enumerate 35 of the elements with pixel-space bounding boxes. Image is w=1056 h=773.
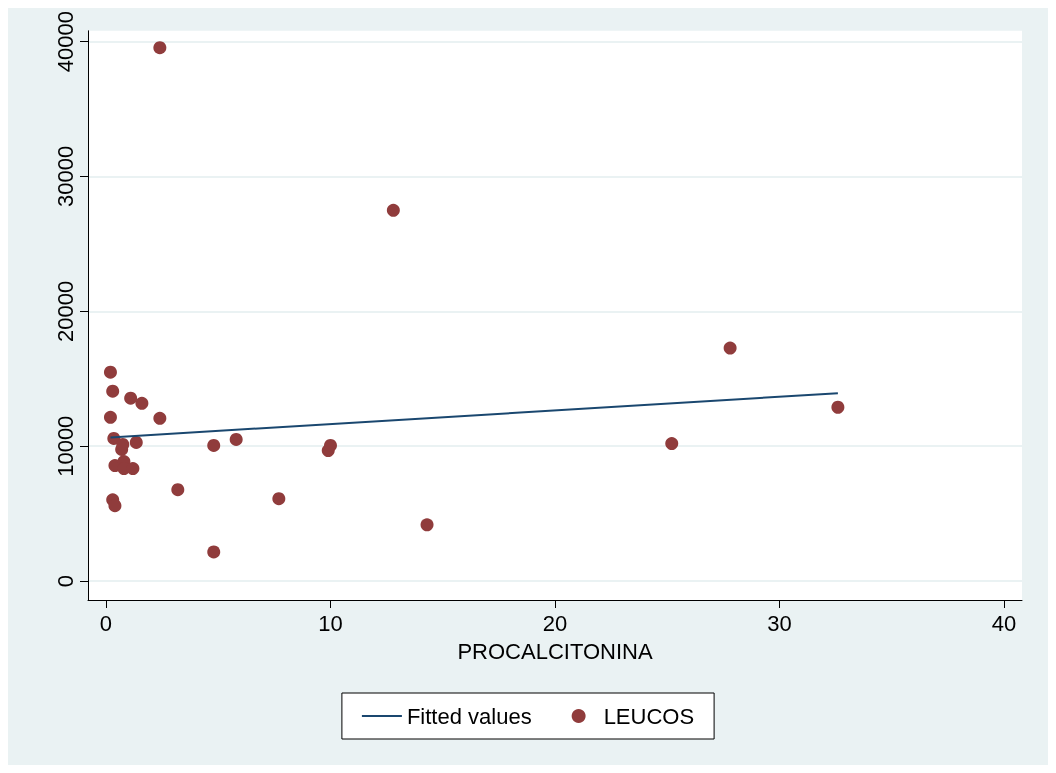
point (171, 483, 185, 497)
point (103, 410, 117, 424)
x-tick-label: 0 (99, 610, 113, 636)
point (103, 365, 117, 379)
y-tick-label: 40000 (52, 10, 78, 73)
x-tick-label: 30 (767, 610, 792, 636)
point (108, 499, 122, 513)
point (207, 545, 221, 559)
x-tick-label: 20 (542, 610, 568, 636)
point (129, 435, 143, 449)
point (126, 462, 140, 476)
point (272, 492, 286, 506)
x-axis-title: PROCALCITONINA (457, 638, 653, 664)
point (106, 384, 120, 398)
point (153, 411, 167, 425)
y-tick-label: 20000 (52, 280, 78, 342)
legend-label: Fitted values (406, 703, 532, 729)
point (323, 438, 337, 452)
point (665, 437, 679, 451)
legend-label: LEUCOS (603, 703, 695, 729)
point (386, 203, 400, 217)
x-tick-label: 40 (991, 610, 1017, 636)
point (153, 41, 167, 55)
y-tick-label: 30000 (52, 145, 78, 208)
y-tick-label: 10000 (52, 415, 78, 477)
point (229, 432, 243, 446)
point (124, 391, 138, 405)
x-tick-label: 10 (318, 610, 343, 636)
point (420, 518, 434, 532)
point (135, 396, 149, 410)
y-tick-label: 0 (52, 574, 78, 588)
point (116, 437, 130, 451)
point (723, 341, 737, 355)
point (207, 438, 221, 452)
point (831, 400, 845, 414)
